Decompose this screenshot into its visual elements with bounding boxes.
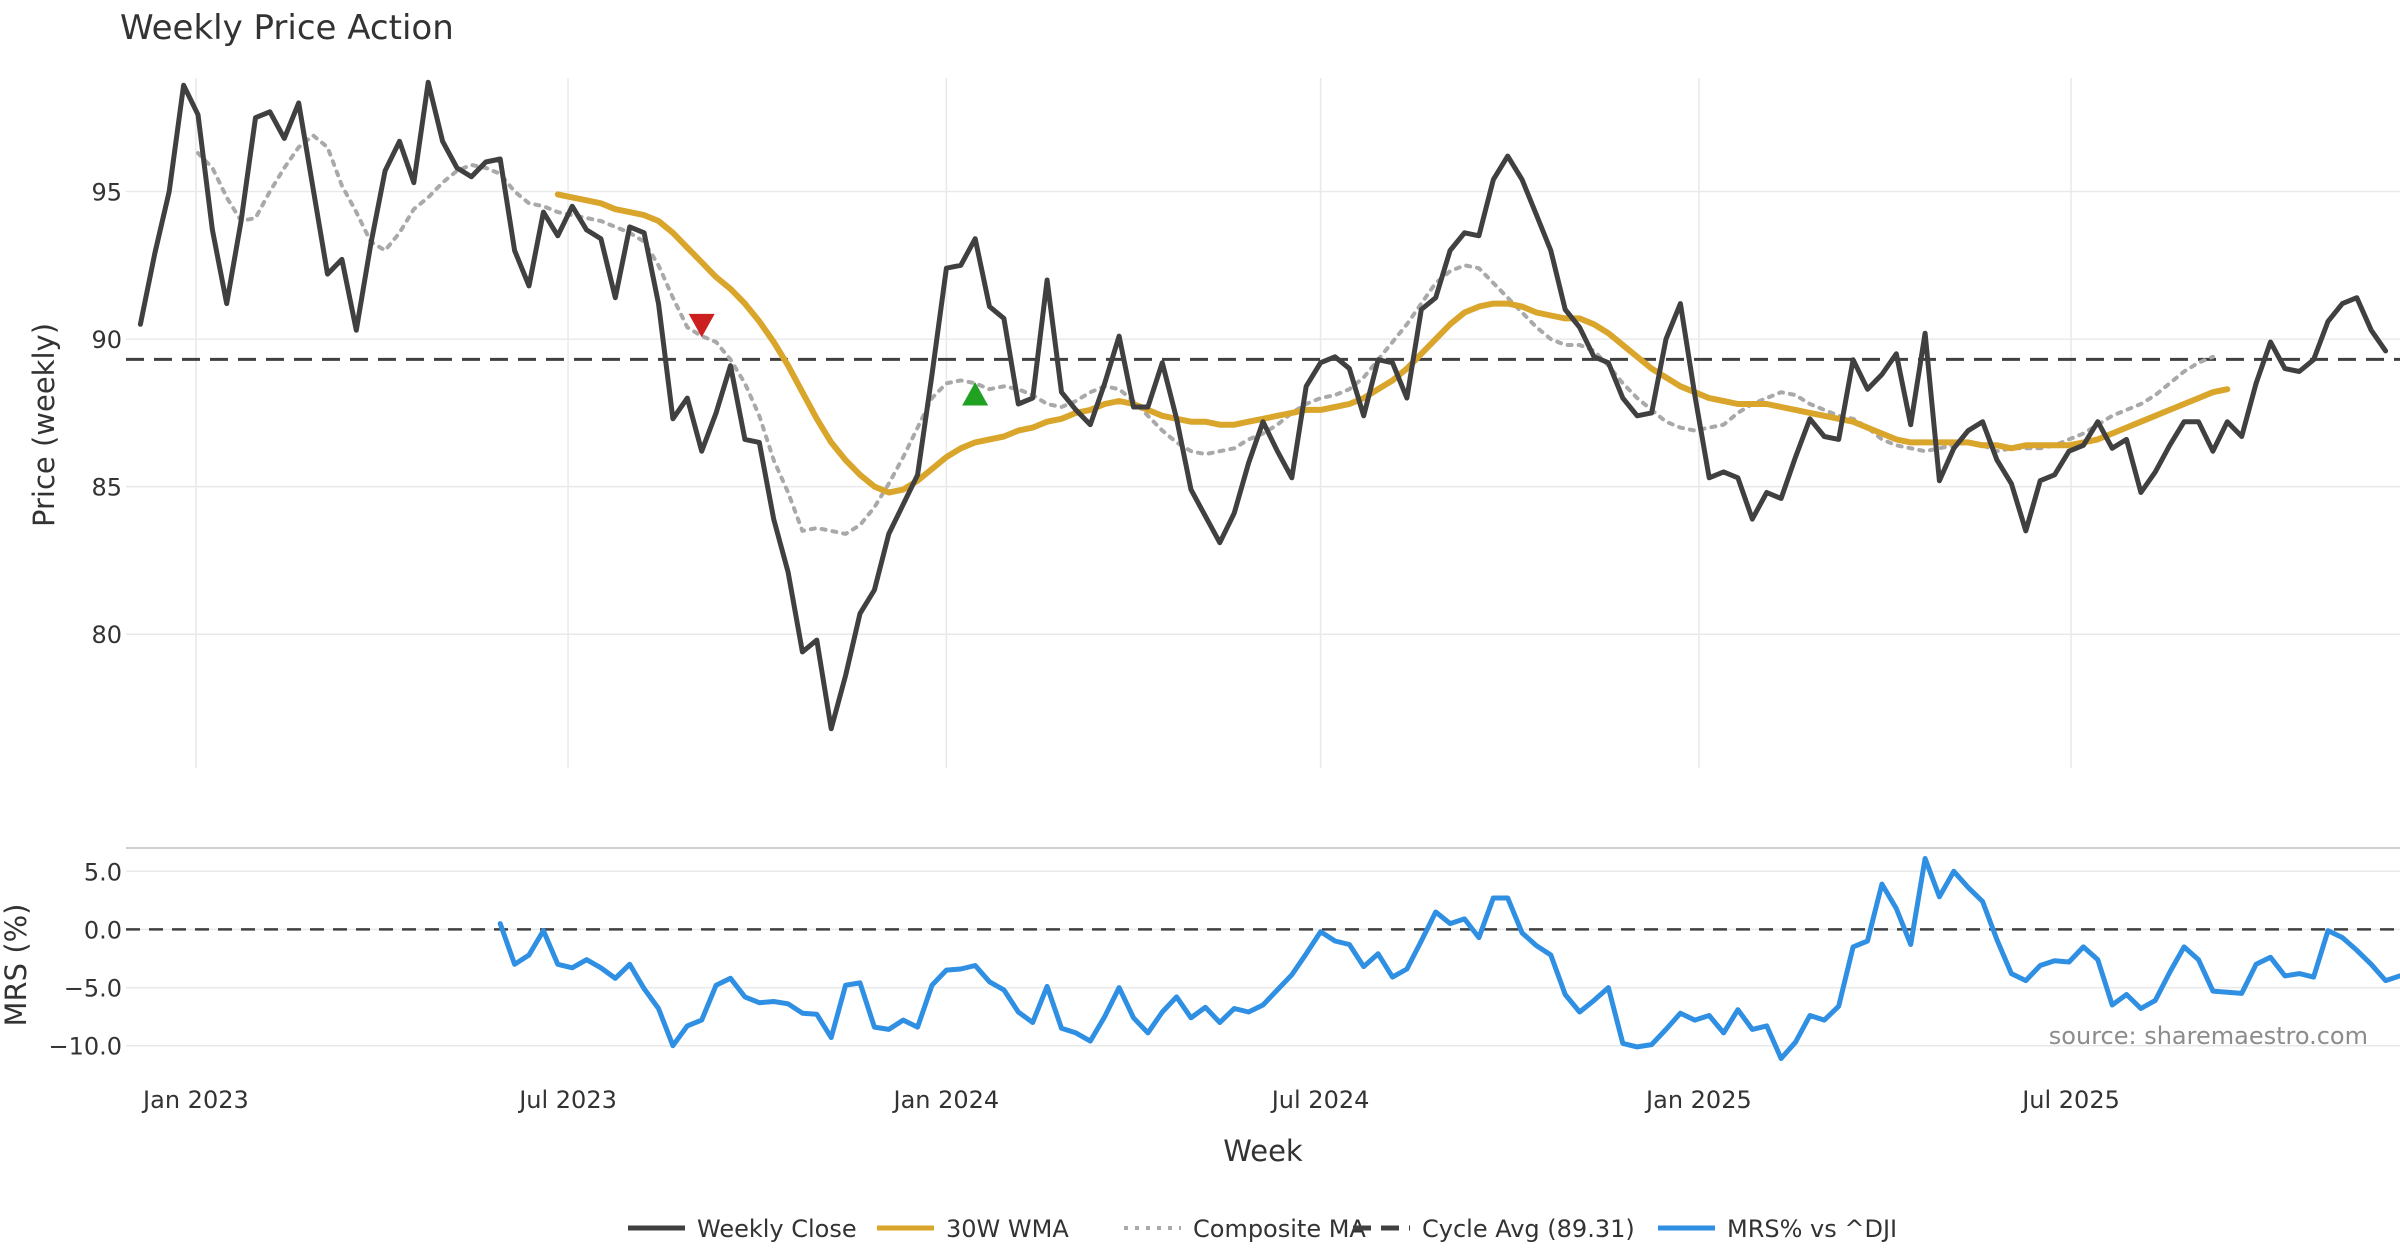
legend-label: 30W WMA bbox=[946, 1215, 1069, 1243]
legend-label: Composite MA bbox=[1193, 1215, 1366, 1243]
series-line-weekly-close bbox=[137, 79, 2389, 732]
x-tick-labels: Jan 2023 Jul 2023 Jan 2024 Jul 2024 Jan 2025… bbox=[141, 1086, 2120, 1114]
series-line-mrs-vs-dji bbox=[497, 856, 2400, 1061]
series-line-composite-ma bbox=[196, 133, 2215, 536]
price-y-tick-label: 85 bbox=[91, 474, 122, 502]
x-tick-label: Jul 2025 bbox=[2020, 1086, 2120, 1114]
x-tick-label: Jan 2023 bbox=[141, 1086, 249, 1114]
x-tick-label: Jan 2024 bbox=[892, 1086, 1000, 1114]
price-y-axis-label: Price (weekly) bbox=[27, 323, 61, 527]
mrs-y-tick-label: 0.0 bbox=[84, 916, 122, 944]
y-tick-labels: 80 85 90 95 5.0 0.0 −5.0 −10.0 bbox=[48, 178, 122, 1060]
price-y-tick-label: 95 bbox=[91, 178, 122, 206]
grid-layer bbox=[126, 78, 2400, 1047]
reference-lines bbox=[126, 357, 2400, 931]
source-credit: source: sharemaestro.com bbox=[2049, 1022, 2368, 1050]
sell-signal-marker bbox=[688, 313, 715, 338]
x-tick-label: Jul 2023 bbox=[517, 1086, 617, 1114]
series-line-30w-wma bbox=[554, 191, 2231, 496]
mrs-y-tick-label: 5.0 bbox=[84, 858, 122, 886]
legend-label: Cycle Avg (89.31) bbox=[1422, 1215, 1635, 1243]
series-layer bbox=[137, 79, 2400, 1061]
legend: Weekly Close 30W WMA Composite MA Cycle Avg… bbox=[628, 1215, 1897, 1243]
x-axis-label: Week bbox=[1223, 1134, 1303, 1168]
price-y-tick-label: 80 bbox=[91, 621, 122, 649]
mrs-y-tick-label: −10.0 bbox=[48, 1033, 122, 1061]
chart-title: Weekly Price Action bbox=[120, 8, 454, 48]
x-tick-label: Jul 2024 bbox=[1270, 1086, 1370, 1114]
legend-label: Weekly Close bbox=[697, 1215, 857, 1243]
signal-markers bbox=[688, 313, 989, 406]
x-tick-label: Jan 2025 bbox=[1644, 1086, 1752, 1114]
mrs-y-tick-label: −5.0 bbox=[64, 975, 122, 1003]
mrs-y-axis-label: MRS (%) bbox=[0, 904, 33, 1027]
buy-signal-marker bbox=[962, 382, 989, 406]
price-y-tick-label: 90 bbox=[91, 326, 122, 354]
legend-label: MRS% vs ^DJI bbox=[1727, 1215, 1897, 1243]
